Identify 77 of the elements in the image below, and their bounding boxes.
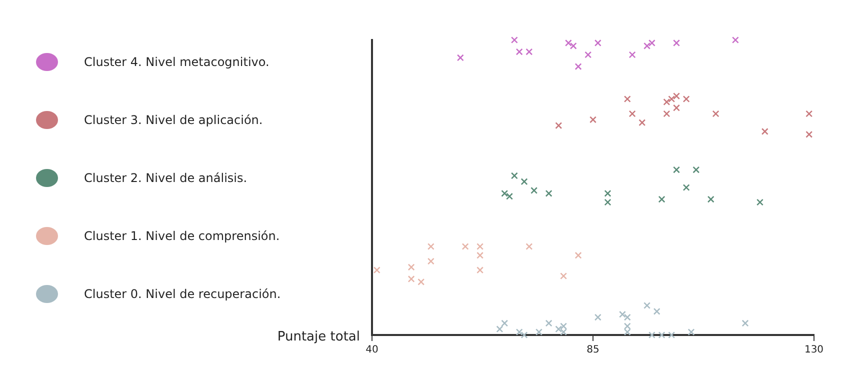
point (555, 122, 562, 130)
point (516, 48, 523, 56)
point (570, 42, 577, 50)
point (555, 326, 562, 333)
point (594, 314, 602, 321)
legend-label: Cluster 3. Nivel de aplicación. (84, 113, 263, 127)
point (761, 128, 768, 135)
point (806, 130, 813, 138)
point (688, 328, 695, 336)
point (648, 332, 656, 338)
point (545, 190, 552, 197)
point (644, 302, 650, 309)
point (742, 320, 749, 327)
point (638, 119, 646, 126)
x-tick-label: 40 (366, 344, 378, 356)
point (530, 186, 538, 194)
point (658, 332, 666, 338)
point (756, 198, 764, 206)
point (574, 252, 582, 259)
point (594, 39, 602, 46)
point (408, 275, 415, 282)
point (590, 116, 596, 124)
point (536, 328, 542, 336)
x-tick-label: 85 (586, 344, 600, 356)
legend-label: Cluster 0. Nivel de recuperación. (84, 287, 281, 301)
legend-label: Cluster 4. Nivel metacognitivo. (84, 55, 270, 69)
point (628, 51, 636, 58)
point (501, 190, 508, 197)
point (506, 192, 513, 200)
point (673, 166, 680, 174)
point (648, 39, 656, 46)
point (732, 36, 739, 44)
point (496, 326, 504, 333)
point (628, 110, 636, 118)
point (668, 332, 676, 338)
x-axis-title: Puntaje total (277, 329, 360, 344)
point (520, 332, 528, 338)
point (560, 272, 568, 280)
point (663, 110, 670, 118)
legend-label: Cluster 2. Nivel de análisis. (84, 171, 248, 185)
point (712, 110, 720, 118)
point (545, 320, 552, 327)
point (427, 243, 434, 250)
point (526, 48, 533, 56)
point (526, 243, 533, 250)
point (673, 39, 680, 46)
point (806, 110, 813, 118)
point (668, 96, 676, 102)
point (456, 54, 464, 62)
point (418, 278, 425, 286)
point (644, 42, 650, 50)
point (476, 266, 484, 274)
point (510, 172, 518, 180)
point (584, 51, 592, 58)
point (427, 258, 434, 265)
point (516, 328, 523, 336)
point (653, 308, 660, 315)
point (510, 36, 518, 44)
point (658, 196, 666, 203)
point (682, 96, 690, 102)
point (624, 96, 631, 102)
point (520, 178, 528, 186)
point (673, 104, 680, 112)
point (373, 266, 380, 274)
point (618, 310, 626, 318)
point (673, 92, 680, 100)
legend-label: Cluster 1. Nivel de comprensión. (84, 229, 280, 243)
point (682, 184, 690, 191)
point (692, 166, 700, 174)
point (574, 63, 582, 70)
point (707, 196, 714, 203)
point (663, 98, 670, 106)
point (501, 320, 508, 327)
point (408, 264, 415, 271)
x-tick-label: 130 (804, 344, 824, 356)
point (564, 39, 572, 46)
point (462, 243, 469, 250)
